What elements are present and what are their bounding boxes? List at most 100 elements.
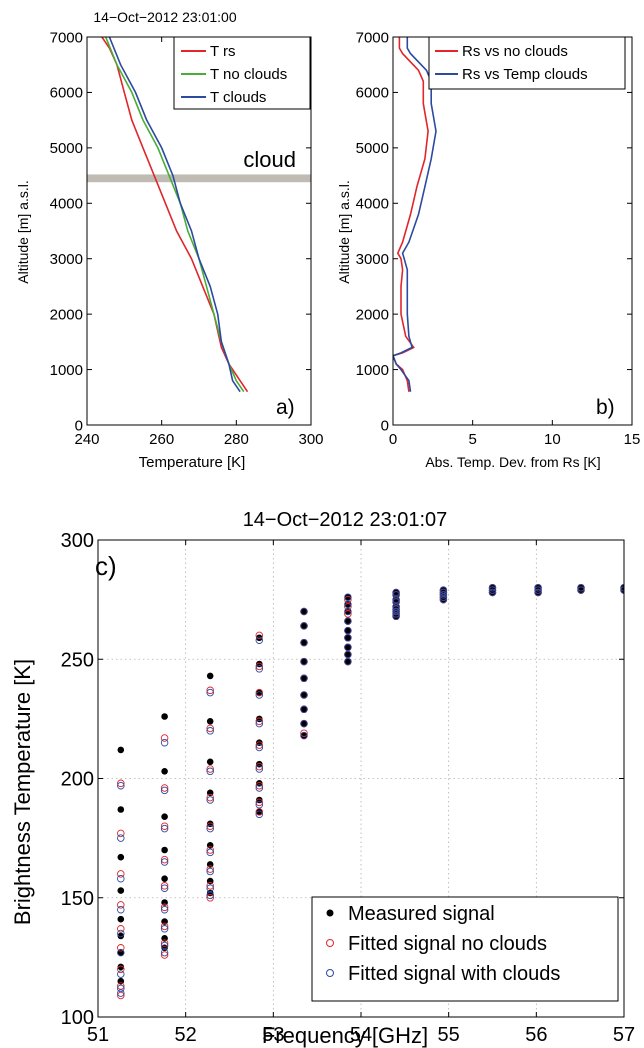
data-point-measured-signal [161,768,168,775]
axes-frame [392,36,633,426]
data-point-fitted-signal-with-clouds [344,600,352,609]
data-point-measured-signal [300,639,308,646]
data-point-fitted-signal-no-clouds [300,729,308,737]
x-tick-label: 300 [298,431,323,448]
data-point-fitted-signal-no-clouds [206,846,214,854]
data-point-measured-signal [300,720,308,727]
y-tick-label: 7000 [356,29,389,46]
data-point-measured-signal [206,758,214,766]
data-point-fitted-signal-with-clouds [206,867,214,876]
data-point-fitted-signal-with-clouds [344,593,352,601]
data-point-measured-signal [300,706,308,713]
data-point-fitted-signal-with-clouds [160,905,169,914]
data-point-fitted-signal-with-clouds [255,784,264,792]
series-layer [117,583,624,1000]
data-point-fitted-signal-with-clouds [206,688,214,697]
data-point-measured-signal [344,617,352,625]
y-tick-label: 4000 [50,196,83,213]
legend-label-t-clouds: T clouds [210,89,266,106]
data-point-measured-signal [344,644,352,651]
data-point-measured-signal [117,915,125,923]
data-point-fitted-signal-with-clouds [117,781,125,790]
panel-b-xlabel: Abs. Temp. Dev. from Rs [K] [425,454,600,470]
data-point-fitted-signal-with-clouds [392,595,400,604]
y-tick-label: 2000 [50,306,83,323]
legend-label-rs-vs-temp-clouds: Rs vs Temp clouds [462,66,588,83]
data-point-measured-signal [344,658,352,665]
data-point-measured-signal [300,691,308,699]
x-tick-label: 57 [613,1024,635,1046]
data-point-fitted-signal-no-clouds [117,925,125,933]
data-point-fitted-signal-no-clouds [160,882,169,890]
x-tick-label: 53 [262,1024,284,1046]
data-point-fitted-signal-no-clouds [117,829,125,838]
data-point-fitted-signal-no-clouds [255,798,264,807]
x-tick-label: 280 [224,431,249,448]
y-tick-label: 150 [61,888,94,910]
data-point-fitted-signal-with-clouds [300,657,308,666]
data-point-fitted-signal-with-clouds [160,925,169,933]
data-point-fitted-signal-with-clouds [300,719,308,728]
data-point-measured-signal [344,634,352,642]
data-point-fitted-signal-with-clouds [344,657,352,666]
data-point-fitted-signal-no-clouds [160,922,169,931]
y-tick-label: 300 [61,530,94,552]
data-point-fitted-signal-with-clouds [255,810,264,819]
data-point-measured-signal [117,746,125,754]
data-point-fitted-signal-no-clouds [206,894,214,902]
series-line-rs-vs-temp-clouds [393,37,437,392]
data-point-fitted-signal-no-clouds [117,991,125,1000]
y-tick-label: 2000 [356,306,389,323]
x-tick-label: 240 [74,431,99,448]
data-point-measured-signal [300,732,308,739]
legend-label-fitted-no-clouds: Fitted signal no clouds [348,933,547,955]
y-tick-label: 1000 [356,362,389,379]
data-point-fitted-signal-no-clouds [160,734,169,742]
data-point-fitted-signal-with-clouds [488,588,497,597]
data-point-fitted-signal-no-clouds [160,903,169,912]
panel-a-panel-label: a) [276,396,295,419]
legend-marker-fitted-with-clouds [326,969,334,977]
legend-marker-fitted-no-clouds [326,939,334,947]
data-point-measured-signal [300,658,308,665]
y-tick-label: 0 [381,417,389,434]
data-point-fitted-signal-with-clouds [344,626,352,635]
data-point-fitted-signal-with-clouds [534,588,542,597]
data-point-fitted-signal-with-clouds [392,598,400,606]
data-point-fitted-signal-with-clouds [344,607,352,616]
panel-b-temperature-deviation: 0 5 10 15 0 1000 2000 3000 4000 5000 6000 7000 Abs.… [336,29,640,470]
data-point-measured-signal [161,713,168,720]
panel-a-title: 14−Oct−2012 23:01:00 [93,9,236,25]
data-point-fitted-signal-with-clouds [344,617,352,625]
data-point-fitted-signal-with-clouds [300,705,308,714]
y-tick-label: 4000 [356,196,389,213]
data-point-measured-signal [300,675,308,682]
data-point-fitted-signal-with-clouds [300,674,308,683]
panel-a-temperature-profile: 14−Oct−2012 23:01:00 240 260 280 3000100020… [15,9,324,471]
data-point-fitted-signal-no-clouds [206,724,214,733]
data-point-fitted-signal-no-clouds [255,631,264,640]
panel-c-legend-box [311,896,619,1002]
panel-b-panel-label: b) [596,396,615,419]
legend-marker-measured-signal [326,909,334,917]
legend-label-t-rs: T rs [210,43,236,60]
data-point-fitted-signal-no-clouds [206,686,214,695]
data-point-fitted-signal-with-clouds [300,607,308,616]
y-tick-label: 250 [61,649,94,671]
data-point-fitted-signal-with-clouds [620,583,624,592]
data-point-fitted-signal-with-clouds [160,824,169,833]
data-point-fitted-signal-with-clouds [439,591,448,599]
data-point-fitted-signal-with-clouds [488,586,497,594]
data-point-fitted-signal-with-clouds [300,622,308,630]
data-point-fitted-signal-with-clouds [206,884,214,892]
data-point-fitted-signal-no-clouds [206,865,214,873]
data-point-measured-signal [206,672,214,680]
data-point-fitted-signal-with-clouds [117,905,125,914]
panel-c-panel-label: c) [95,551,117,581]
panel-a-legend: T rs T no clouds T clouds [173,36,311,110]
data-point-fitted-signal-no-clouds [206,822,214,830]
series-layer [101,37,249,393]
y-tick-label: 0 [75,417,83,434]
panel-a-ylabel: Altitude [m] a.s.l. [15,180,31,283]
data-point-fitted-signal-no-clouds [255,781,264,790]
